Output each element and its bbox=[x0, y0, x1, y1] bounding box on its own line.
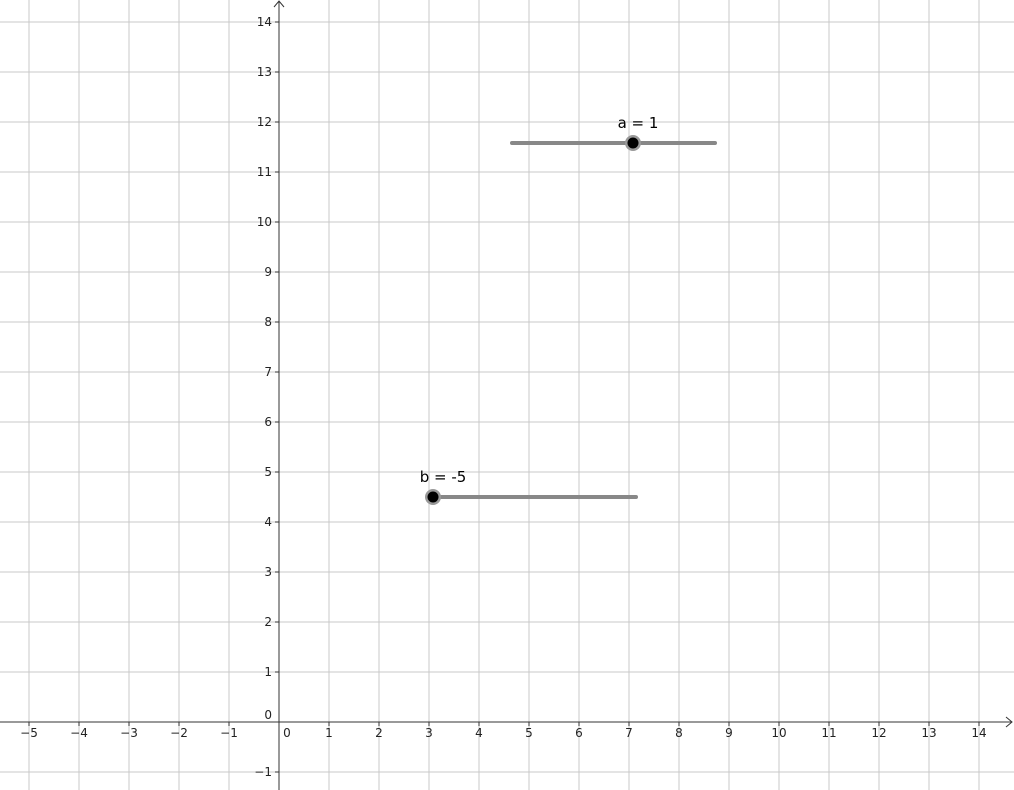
y-tick-label: 8 bbox=[264, 315, 272, 329]
x-tick-label: 3 bbox=[425, 726, 433, 740]
y-tick-label: 12 bbox=[257, 115, 272, 129]
y-tick-label: 0 bbox=[264, 708, 272, 722]
x-tick-label: 6 bbox=[575, 726, 583, 740]
x-tick-label: 5 bbox=[525, 726, 533, 740]
y-tick-label: 1 bbox=[264, 665, 272, 679]
x-tick-label: −1 bbox=[220, 726, 238, 740]
y-tick-label: 5 bbox=[264, 465, 272, 479]
x-tick-label: 7 bbox=[625, 726, 633, 740]
x-tick-label: 8 bbox=[675, 726, 683, 740]
x-tick-label: −4 bbox=[70, 726, 88, 740]
x-tick-label: 1 bbox=[325, 726, 333, 740]
x-tick-label: 11 bbox=[821, 726, 836, 740]
x-tick-label: 4 bbox=[475, 726, 483, 740]
x-tick-label: 12 bbox=[871, 726, 886, 740]
slider-knob[interactable] bbox=[427, 491, 439, 503]
x-tick-label: 0 bbox=[283, 726, 291, 740]
y-tick-label: −1 bbox=[254, 765, 272, 779]
x-tick-label: 13 bbox=[921, 726, 936, 740]
x-tick-label: 14 bbox=[971, 726, 986, 740]
x-tick-label: −3 bbox=[120, 726, 138, 740]
y-tick-label: 10 bbox=[257, 215, 272, 229]
slider-a[interactable]: a = 1 bbox=[510, 114, 717, 151]
x-tick-label: 9 bbox=[725, 726, 733, 740]
slider-label: a = 1 bbox=[618, 114, 659, 132]
y-axis-arrow bbox=[273, 0, 285, 8]
x-tick-label: 2 bbox=[375, 726, 383, 740]
y-tick-label: 3 bbox=[264, 565, 272, 579]
slider-label: b = -5 bbox=[420, 468, 467, 486]
slider-knob[interactable] bbox=[627, 137, 639, 149]
y-tick-label: 2 bbox=[264, 615, 272, 629]
x-tick-label: −2 bbox=[170, 726, 188, 740]
y-tick-label: 13 bbox=[257, 65, 272, 79]
slider-b[interactable]: b = -5 bbox=[420, 468, 638, 505]
y-tick-label: 7 bbox=[264, 365, 272, 379]
y-tick-label: 14 bbox=[257, 15, 272, 29]
y-tick-label: 11 bbox=[257, 165, 272, 179]
x-tick-label: −5 bbox=[20, 726, 38, 740]
tick-labels: −5 −4 −3 −2 −1 0 1 2 3 4 5 6 7 8 9 10 11 12 13 14−101234567… bbox=[20, 15, 986, 779]
x-tick-label: 10 bbox=[771, 726, 786, 740]
x-axis-arrow bbox=[1005, 716, 1013, 728]
y-tick-label: 4 bbox=[264, 515, 272, 529]
y-tick-label: 9 bbox=[264, 265, 272, 279]
y-tick-label: 6 bbox=[264, 415, 272, 429]
